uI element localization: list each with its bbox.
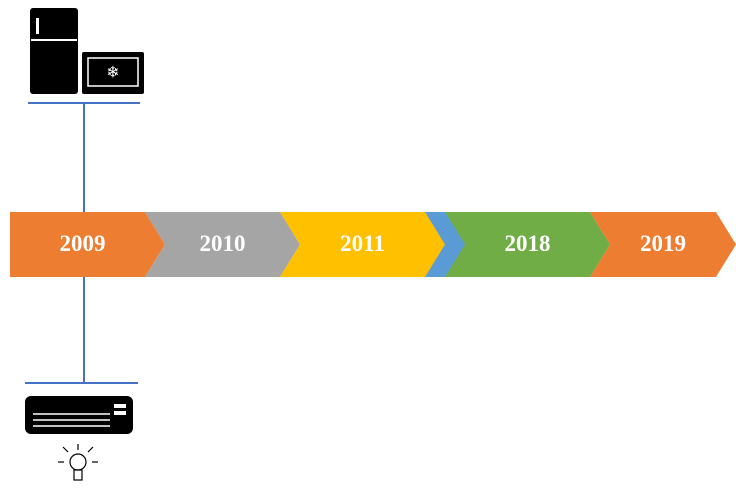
chevron xyxy=(445,212,610,277)
chevron xyxy=(145,212,300,277)
year-label: 2011 xyxy=(340,231,385,256)
chevron xyxy=(280,212,445,277)
lightbulb-icon xyxy=(58,444,98,481)
fridge-icon: ❄ xyxy=(30,8,144,94)
year-label: 2019 xyxy=(640,231,686,256)
air-conditioner-icon xyxy=(25,396,133,434)
year-label: 2018 xyxy=(505,231,551,256)
svg-text:❄: ❄ xyxy=(106,63,119,82)
chevron xyxy=(590,212,736,277)
year-label: 2010 xyxy=(200,231,246,256)
chevron xyxy=(10,212,165,277)
year-label: 2009 xyxy=(60,231,106,256)
